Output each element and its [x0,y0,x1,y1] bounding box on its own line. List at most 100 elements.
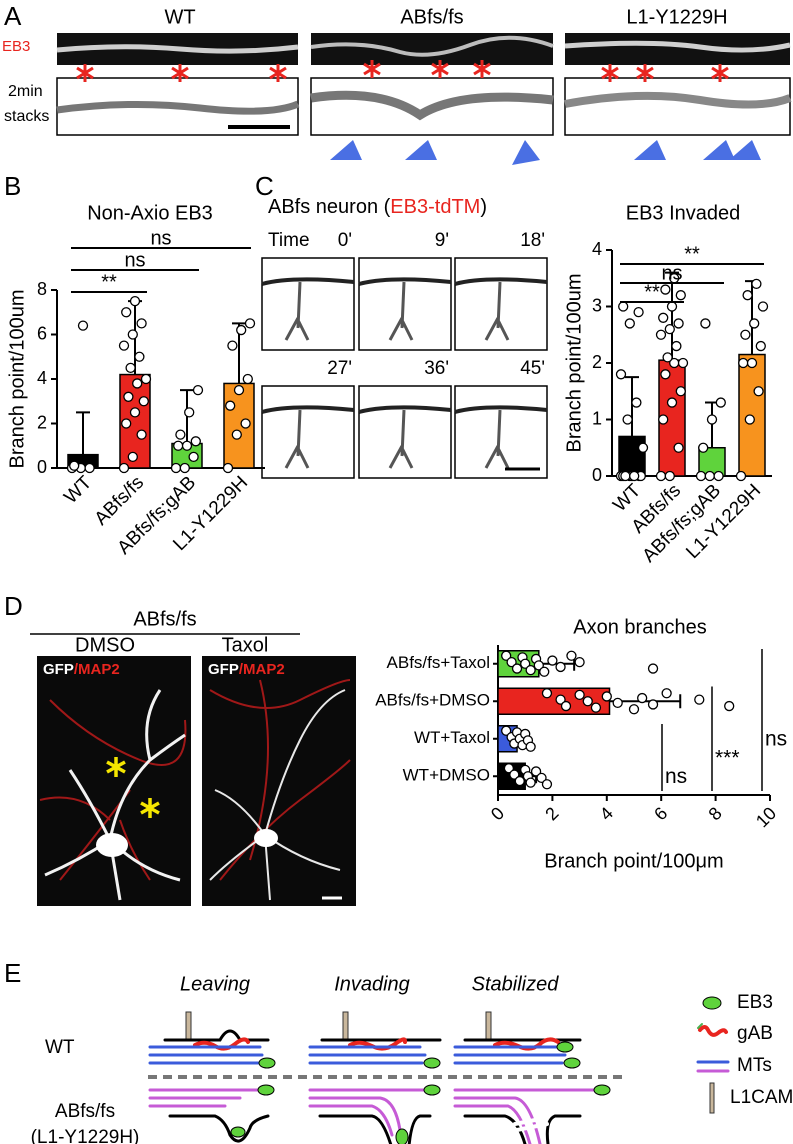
data-point [555,661,566,673]
data-point [77,320,89,331]
error-bar [705,401,719,448]
data-point [506,657,517,668]
x-tick-label: 10 [752,803,780,831]
stain: /MAP2 [74,661,120,678]
data-point [134,351,145,362]
data-point [618,301,629,312]
legend-label: EB3 [737,992,773,1013]
data-point [547,655,558,666]
time-point: 36' [424,358,449,379]
image-tile [454,257,548,351]
data-point [615,369,627,380]
data-point [533,660,544,671]
data-point [620,470,631,482]
data-point [188,451,199,463]
title-part: EB3-tdTM [390,196,480,218]
y-tick-label: 0 [592,465,602,485]
data-point [749,318,760,329]
branch [284,281,310,341]
data-point [661,688,672,699]
data-point [713,470,724,482]
data-point [675,386,686,397]
x-tick-label: 4 [596,803,617,824]
yellow-asterisks [106,757,160,818]
image-tile [261,257,355,351]
y-tick-label: 3 [592,295,602,315]
data-point [501,650,512,661]
branch [388,409,414,469]
data-point [664,323,675,335]
significance-label: ns [661,262,682,284]
data-point [240,418,251,429]
data-point [136,429,147,440]
data-point [694,694,705,705]
data-point [655,470,667,482]
chart-title: Axon branches [573,616,706,638]
data-point [735,470,747,482]
significance-label: ns [124,249,145,271]
y-tick-label: ABfs/fs+DMSO [375,691,490,710]
data-point [655,329,667,340]
data-point [140,373,152,385]
data-point [624,318,635,329]
data-point [541,779,553,790]
data-point [628,704,640,715]
stage-title: Stabilized [472,973,560,995]
data-point [647,699,659,710]
x-tick-label: 6 [650,803,671,824]
data-point [555,694,566,705]
data-point [637,442,649,453]
data-point [631,397,642,408]
data-point [715,397,726,408]
data-point [244,318,256,329]
data-point [637,692,648,704]
data-point [695,470,707,482]
data-point [560,700,572,712]
panel-letter: E [4,958,21,988]
data-point [666,301,678,312]
significance-label: *** [715,746,740,769]
data-point [757,301,769,312]
genotype-label: ABfs/fs [55,1101,115,1122]
data-point [192,384,204,396]
time-point: 18' [520,230,545,251]
data-point [181,440,193,451]
panel-letter: D [4,591,23,621]
branch [388,281,414,341]
data-point [129,295,141,307]
data-point [566,650,577,661]
legend-label: L1CAM [730,1087,793,1108]
data-point [170,462,182,474]
data-point [514,775,525,787]
branch [284,409,310,469]
data-point [225,400,236,411]
data-point [673,318,684,329]
data-point [704,470,715,482]
data-point [123,391,134,402]
data-point [138,396,149,407]
y-tick-label: 8 [37,279,47,299]
data-point [242,373,253,385]
error-bar [76,411,90,455]
x-tick-label: 2 [541,803,562,824]
significance-label: ns [150,227,171,249]
title-part: ABfs neuron ( [268,196,391,218]
condition-title: DMSO [75,634,135,656]
image-tile [358,257,452,351]
model-diagram [148,996,730,1144]
data-point [660,369,671,380]
data-point [129,407,141,418]
condition-title: ABfs/fs [400,6,463,28]
time-point: 0' [338,230,352,251]
data-point [132,378,143,389]
red-asterisks [76,60,729,82]
neurite [454,405,548,414]
data-point [190,436,201,447]
data-point [677,357,689,369]
y-tick-label: 0 [37,457,47,477]
data-point [184,407,195,418]
data-point [509,769,520,780]
row-label: stacks [4,108,49,125]
neuron-images [37,656,356,906]
